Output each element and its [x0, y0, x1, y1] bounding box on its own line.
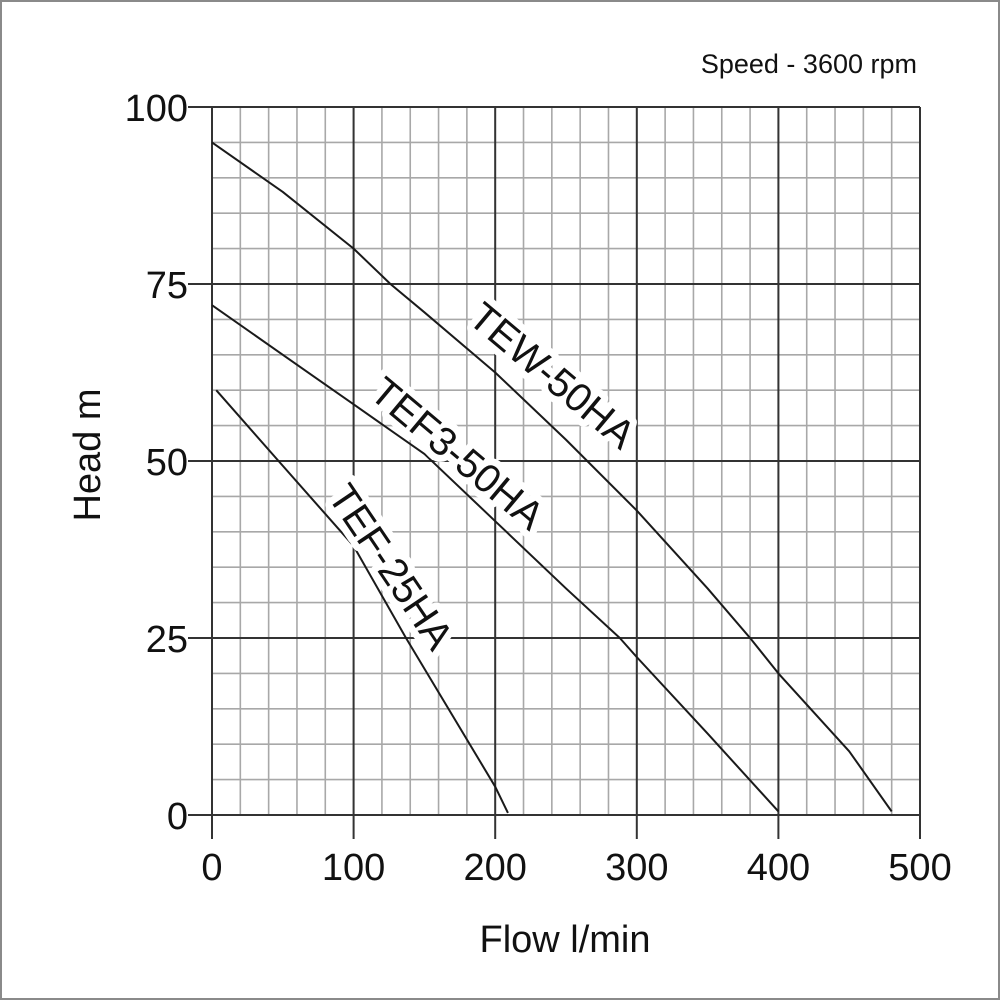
curve-tef-25ha: [215, 389, 509, 814]
y-tick-label: 75: [146, 265, 188, 307]
x-tick-label: 0: [201, 847, 222, 889]
x-tick-label: 500: [888, 847, 951, 889]
y-tick-label: 100: [125, 88, 188, 130]
y-tick-label: 25: [146, 619, 188, 661]
x-tick-label: 400: [747, 847, 810, 889]
curve-tef3-50ha: [211, 304, 780, 813]
curve-labels: TEW-50HATEW-50HATEF3-50HATEF3-50HATEF-25…: [312, 287, 650, 665]
x-tick-label: 300: [605, 847, 668, 889]
speed-annotation: Speed - 3600 rpm: [701, 49, 917, 79]
y-axis-ticks: 0 25 50 75 100: [125, 88, 188, 838]
x-axis-label: Flow l/min: [479, 919, 650, 961]
y-tick-label: 0: [167, 796, 188, 838]
x-axis-ticks: 0 100 200 300 400 500: [201, 847, 951, 889]
y-tick-label: 50: [146, 442, 188, 484]
y-axis-label: Head m: [67, 388, 109, 521]
major-grid: [188, 106, 921, 839]
curve-tew-50ha: [211, 141, 893, 813]
pump-curves: [211, 141, 893, 814]
x-tick-label: 200: [463, 847, 526, 889]
x-tick-label: 100: [322, 847, 385, 889]
